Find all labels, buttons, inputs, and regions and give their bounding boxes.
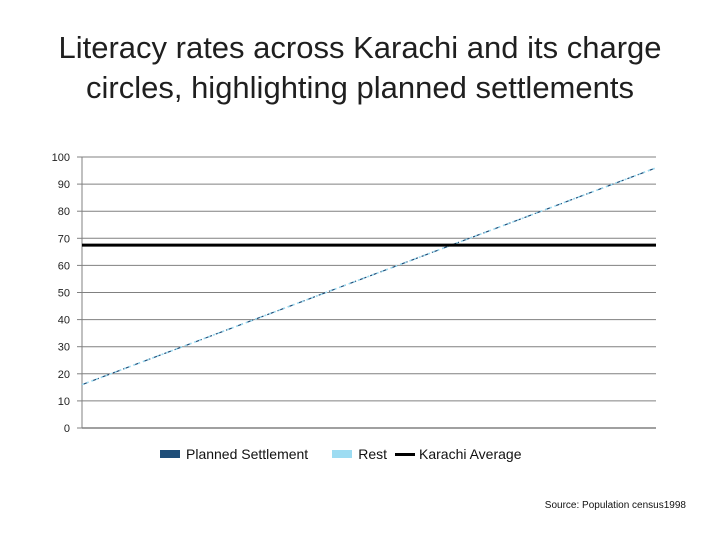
legend: Planned Settlement Rest Karachi Average bbox=[160, 446, 529, 462]
y-tick-label: 90 bbox=[58, 179, 70, 191]
y-tick-label: 30 bbox=[58, 342, 70, 354]
source-note: Source: Population census1998 bbox=[544, 500, 686, 511]
legend-label-average: Karachi Average bbox=[419, 446, 522, 462]
y-tick-label: 0 bbox=[64, 423, 70, 435]
y-tick-label: 60 bbox=[58, 260, 70, 272]
legend-label-rest: Rest bbox=[358, 446, 387, 462]
y-tick-label: 20 bbox=[58, 369, 70, 381]
legend-item-rest: Rest bbox=[332, 446, 387, 462]
series-lines bbox=[81, 167, 657, 386]
y-axis-ticks: 0 10 20 30 40 50 60 70 80 90 100 bbox=[52, 152, 70, 435]
series-rest-line bbox=[81, 167, 657, 386]
grid-lines bbox=[77, 156, 656, 429]
y-tick-label: 100 bbox=[52, 152, 70, 164]
y-tick-label: 40 bbox=[58, 315, 70, 327]
legend-item-average: Karachi Average bbox=[395, 446, 521, 462]
legend-item-planned: Planned Settlement bbox=[160, 446, 308, 462]
legend-label-planned: Planned Settlement bbox=[186, 446, 309, 462]
y-tick-label: 10 bbox=[58, 396, 70, 408]
legend-swatch-average bbox=[395, 452, 415, 456]
y-tick-label: 80 bbox=[58, 206, 70, 218]
y-tick-label: 50 bbox=[58, 288, 70, 300]
legend-swatch-rest bbox=[332, 450, 353, 458]
y-tick-label: 70 bbox=[58, 233, 70, 245]
legend-swatch-planned bbox=[160, 450, 180, 458]
chart-title: Literacy rates across Karachi and its ch… bbox=[58, 30, 662, 105]
